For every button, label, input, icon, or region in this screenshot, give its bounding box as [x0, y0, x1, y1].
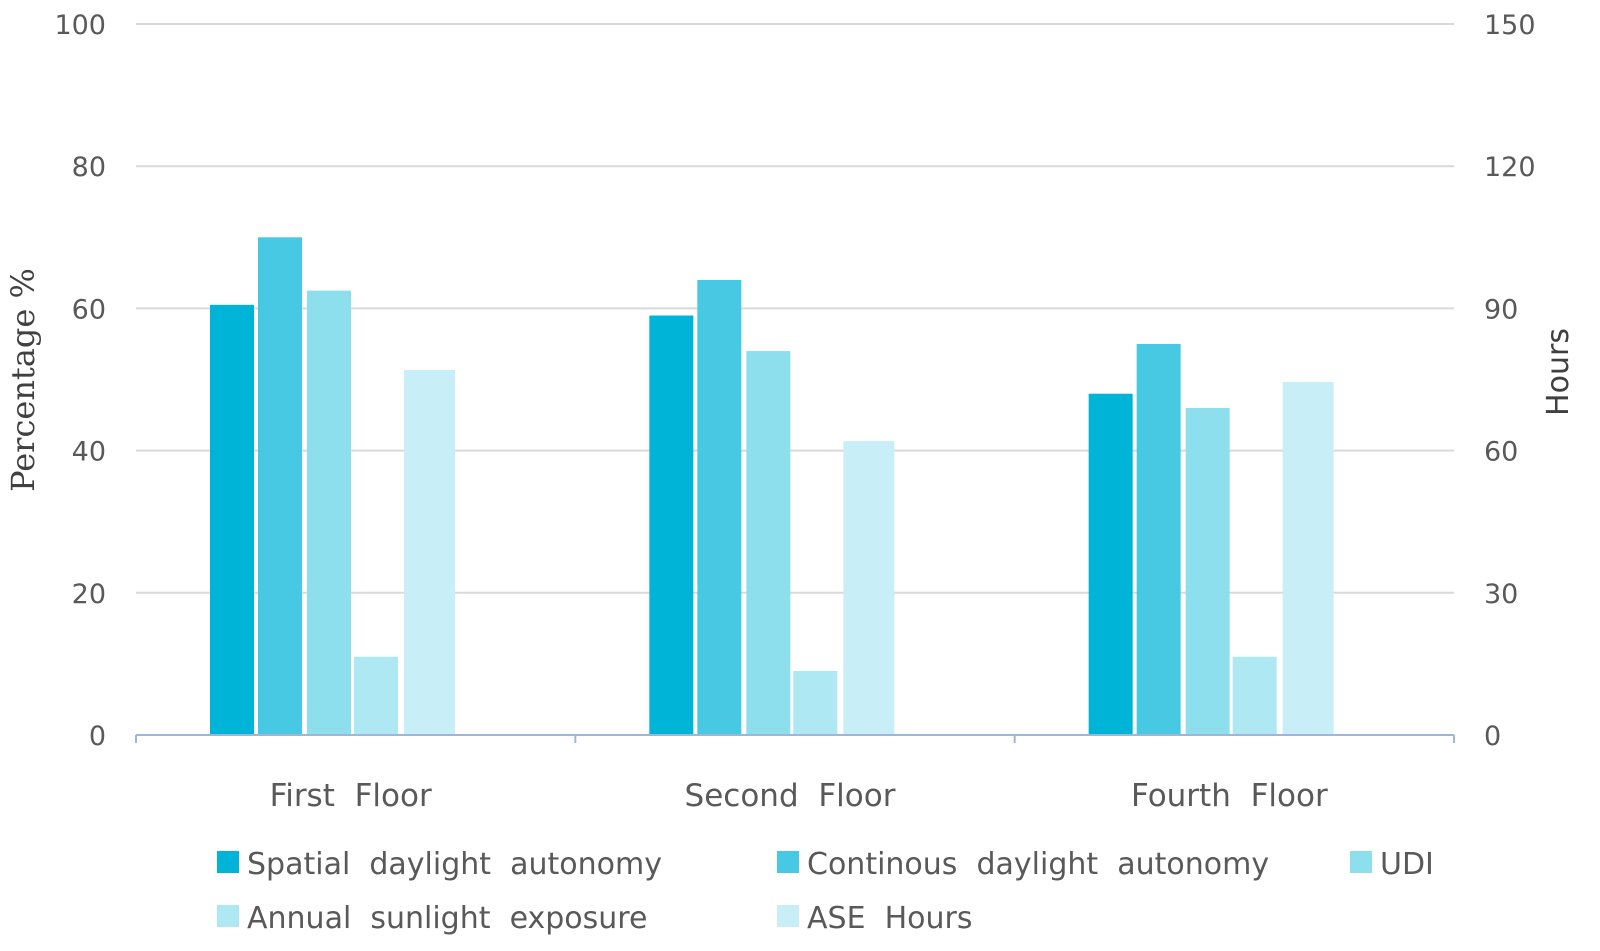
y-tick-label-left: 100 — [54, 10, 106, 41]
legend: Spatial daylight autonomy Continous dayli… — [217, 847, 1434, 936]
y-tick-label-right: 60 — [1484, 437, 1518, 468]
legend-swatch — [1350, 851, 1372, 873]
bar — [843, 441, 895, 735]
gridlines — [136, 23, 1454, 594]
bars — [210, 237, 1334, 736]
left-tick-labels: 0 20 40 60 80 100 — [54, 10, 106, 752]
legend-swatch — [217, 851, 239, 873]
y-tick-label-right: 30 — [1484, 579, 1518, 610]
bar — [210, 304, 254, 735]
y-axis-label-right: Hours — [1541, 328, 1576, 416]
legend-swatch — [777, 851, 799, 873]
bar — [404, 370, 455, 735]
bar — [258, 237, 302, 736]
y-tick-label-right: 90 — [1484, 294, 1518, 325]
bar — [307, 290, 351, 735]
bar — [354, 656, 398, 735]
bar — [1282, 381, 1334, 735]
bar — [793, 671, 838, 735]
y-tick-label-left: 40 — [72, 437, 106, 468]
bar — [1088, 393, 1133, 735]
legend-swatch — [217, 905, 239, 927]
legend-label: ASE Hours — [807, 901, 972, 936]
bar — [697, 279, 742, 735]
legend-label: Spatial daylight autonomy — [247, 847, 662, 882]
legend-label: Continous daylight autonomy — [807, 847, 1269, 882]
y-tick-label-left: 80 — [72, 152, 106, 183]
y-tick-label-right: 120 — [1484, 152, 1536, 183]
y-axis-label-left: Percentage % — [4, 268, 42, 492]
y-tick-label-right: 0 — [1484, 721, 1501, 752]
y-tick-label-right: 150 — [1484, 10, 1536, 41]
bar — [649, 315, 694, 735]
category-labels: First Floor Second Floor Fourth Floor — [270, 778, 1328, 814]
axes — [135, 734, 1455, 743]
right-tick-labels: 0 30 60 90 120 150 — [1484, 10, 1536, 752]
bar — [1232, 656, 1277, 735]
y-tick-label-left: 60 — [72, 294, 106, 325]
bar — [1136, 343, 1181, 735]
x-category-label: Fourth Floor — [1131, 778, 1328, 814]
x-category-label: First Floor — [270, 778, 432, 814]
bar — [1185, 407, 1230, 735]
legend-label: UDI — [1380, 847, 1434, 882]
y-tick-label-left: 0 — [89, 721, 106, 752]
y-tick-label-left: 20 — [72, 579, 106, 610]
legend-swatch — [777, 905, 799, 927]
legend-label: Annual sunlight exposure — [247, 901, 647, 936]
x-category-label: Second Floor — [685, 778, 896, 814]
bar — [746, 351, 791, 735]
